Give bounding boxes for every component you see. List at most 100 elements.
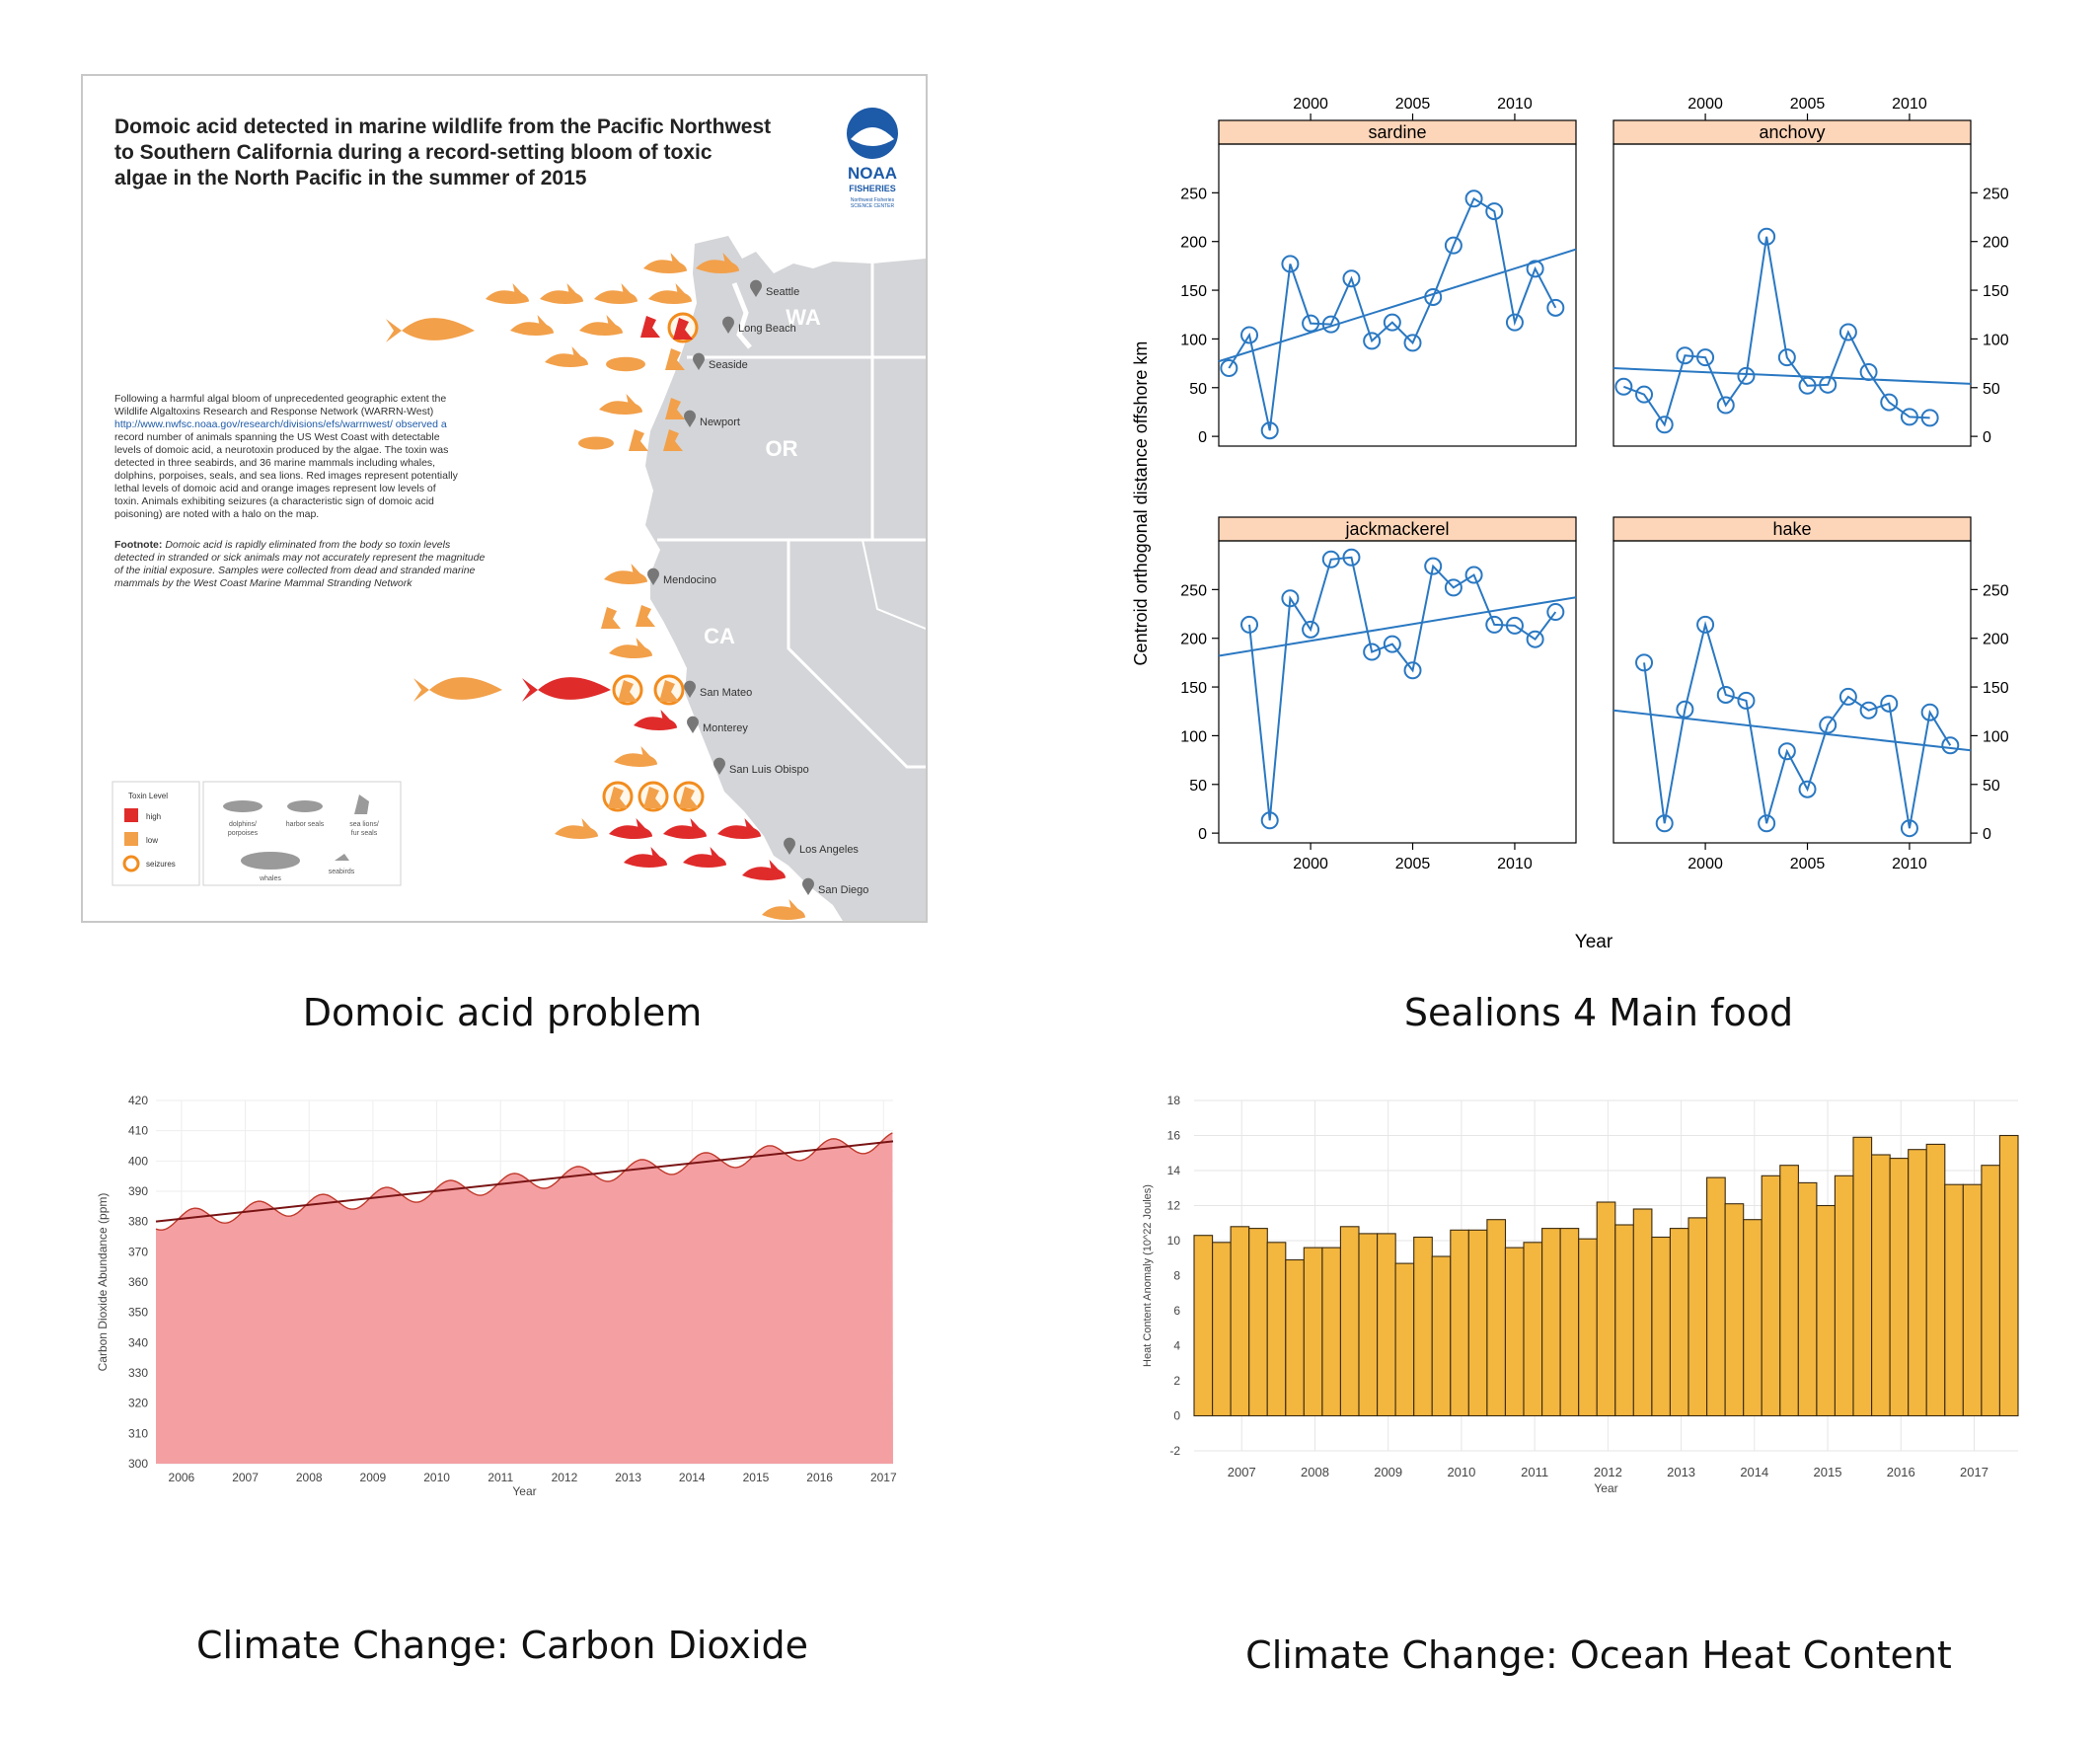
y-tick-label: 0 bbox=[1198, 429, 1207, 446]
data-point bbox=[1798, 376, 1817, 395]
panel-title: jackmackerel bbox=[1344, 519, 1449, 539]
x-tick-label: 2000 bbox=[1688, 96, 1723, 113]
ohc-bar bbox=[1797, 1181, 1818, 1417]
ohc-bar bbox=[1578, 1238, 1598, 1417]
data-point bbox=[1655, 814, 1674, 833]
data-point bbox=[1758, 814, 1776, 833]
x-tick-label: 2012 bbox=[552, 1471, 578, 1484]
y-tick-label: 150 bbox=[1983, 680, 2009, 697]
data-point bbox=[1485, 202, 1504, 221]
y-tick-label: 0 bbox=[1173, 1409, 1180, 1423]
data-point bbox=[1526, 260, 1544, 278]
y-tick-label: 100 bbox=[1983, 728, 2009, 745]
sea-lion-icon bbox=[665, 348, 685, 370]
map-body-line: lethal levels of domoic acid and orange … bbox=[114, 483, 436, 494]
state-label-wa: WA bbox=[786, 305, 821, 330]
data-point bbox=[1281, 255, 1300, 273]
legend-low-label: low bbox=[146, 836, 158, 845]
dolphin-legend-icon bbox=[223, 800, 262, 812]
ohc-bar bbox=[1614, 1224, 1634, 1417]
x-tick-label: 2010 bbox=[1447, 1465, 1475, 1479]
ohc-chart: -2 0 2 4 6 8 10 12 14 16 18 2007 2008 2009 2010 2011 201… bbox=[1125, 1081, 2033, 1525]
x-tick-label: 2000 bbox=[1293, 96, 1328, 113]
ohc-bar bbox=[1559, 1228, 1580, 1417]
city-label: San Mateo bbox=[700, 687, 752, 699]
data-point bbox=[1321, 315, 1340, 334]
puget-sound bbox=[731, 282, 752, 349]
y-tick-label: 390 bbox=[128, 1184, 148, 1198]
data-point bbox=[1777, 742, 1796, 761]
city-label: San Luis Obispo bbox=[729, 764, 809, 776]
ohc-bar bbox=[1339, 1226, 1360, 1417]
sea-lion-legend-icon bbox=[354, 795, 369, 814]
data-point bbox=[1505, 313, 1524, 332]
ohc-bar bbox=[1632, 1208, 1653, 1417]
ca-nv-border bbox=[787, 540, 926, 769]
y-tick-label: 100 bbox=[1983, 332, 2009, 348]
map-figure: Domoic acid detected in marine wildlife … bbox=[112, 108, 927, 921]
data-point bbox=[1444, 578, 1462, 597]
data-point bbox=[1900, 408, 1918, 426]
data-point bbox=[1403, 334, 1422, 352]
data-point bbox=[1403, 661, 1422, 680]
y-tick-label: 0 bbox=[1983, 429, 1991, 446]
data-point bbox=[1777, 348, 1796, 367]
ohc-bar bbox=[1962, 1183, 1983, 1417]
y-tick-label: 4 bbox=[1173, 1339, 1180, 1353]
data-point bbox=[1302, 620, 1320, 639]
state-label-or: OR bbox=[766, 436, 798, 461]
data-point bbox=[1546, 603, 1565, 622]
data-point bbox=[1798, 780, 1817, 798]
data-point bbox=[1260, 421, 1279, 440]
data-point bbox=[1920, 703, 1939, 721]
city-label: Newport bbox=[700, 417, 740, 428]
sea-lion-icon bbox=[643, 787, 663, 808]
caption-ohc: Climate Change: Ocean Heat Content bbox=[1245, 1633, 1952, 1677]
ohc-bar bbox=[1688, 1217, 1708, 1417]
ohc-bar bbox=[1981, 1165, 2001, 1417]
y-tick-label: 250 bbox=[1180, 582, 1207, 599]
data-point bbox=[1526, 630, 1544, 648]
map-footnote: Footnote: Domoic acid is rapidly elimina… bbox=[114, 539, 485, 589]
data-point bbox=[1383, 313, 1401, 332]
sea-lion-icon bbox=[629, 429, 648, 451]
data-point bbox=[1900, 819, 1918, 838]
x-tick-label: 2005 bbox=[1395, 96, 1431, 113]
ohc-bar bbox=[1541, 1228, 1561, 1417]
panel-title: sardine bbox=[1368, 122, 1426, 142]
map-body-line: dolphins, porpoises, seals, and sea lion… bbox=[114, 470, 459, 482]
x-tick-label: 2015 bbox=[743, 1471, 770, 1484]
whale-icon bbox=[386, 318, 475, 342]
y-tick-label: 350 bbox=[128, 1306, 148, 1320]
series-line bbox=[1248, 556, 1557, 821]
dolphin-icon bbox=[717, 817, 761, 840]
x-tick-label: 2011 bbox=[1521, 1465, 1548, 1479]
y-tick-label: 14 bbox=[1167, 1164, 1181, 1177]
panel-strip bbox=[1612, 119, 1972, 145]
data-point bbox=[1383, 635, 1401, 653]
ohc-bar bbox=[1779, 1165, 1799, 1417]
data-point bbox=[1716, 396, 1735, 415]
ohc-bar bbox=[1321, 1247, 1342, 1417]
data-point bbox=[1676, 700, 1694, 719]
ohc-bar bbox=[1816, 1204, 1837, 1417]
noaa-logo-text: NOAA bbox=[848, 164, 897, 183]
east-border bbox=[862, 539, 927, 630]
city-pin-icon bbox=[693, 352, 705, 370]
ohc-bar bbox=[1285, 1258, 1305, 1417]
dolphin-icon bbox=[604, 563, 647, 585]
x-tick-label: 2005 bbox=[1395, 856, 1431, 872]
sea-lion-icon bbox=[673, 318, 693, 340]
data-point bbox=[1342, 269, 1361, 288]
ohc-bar bbox=[1230, 1226, 1250, 1417]
data-point bbox=[1819, 375, 1838, 394]
map-legend: Toxin Level high low seizures dolphins/ … bbox=[112, 781, 402, 886]
y-tick-label: 250 bbox=[1180, 186, 1207, 202]
dolphin-icon bbox=[634, 709, 677, 731]
ohc-bar bbox=[1394, 1262, 1415, 1417]
dolphin-icon bbox=[486, 282, 529, 305]
data-point bbox=[1240, 326, 1259, 344]
sea-lion-icon bbox=[679, 787, 699, 808]
ohc-svg: -2 0 2 4 6 8 10 12 14 16 18 2007 2008 2009 2010 2011 201… bbox=[1142, 1094, 2019, 1495]
y-tick-label: 250 bbox=[1983, 582, 2009, 599]
